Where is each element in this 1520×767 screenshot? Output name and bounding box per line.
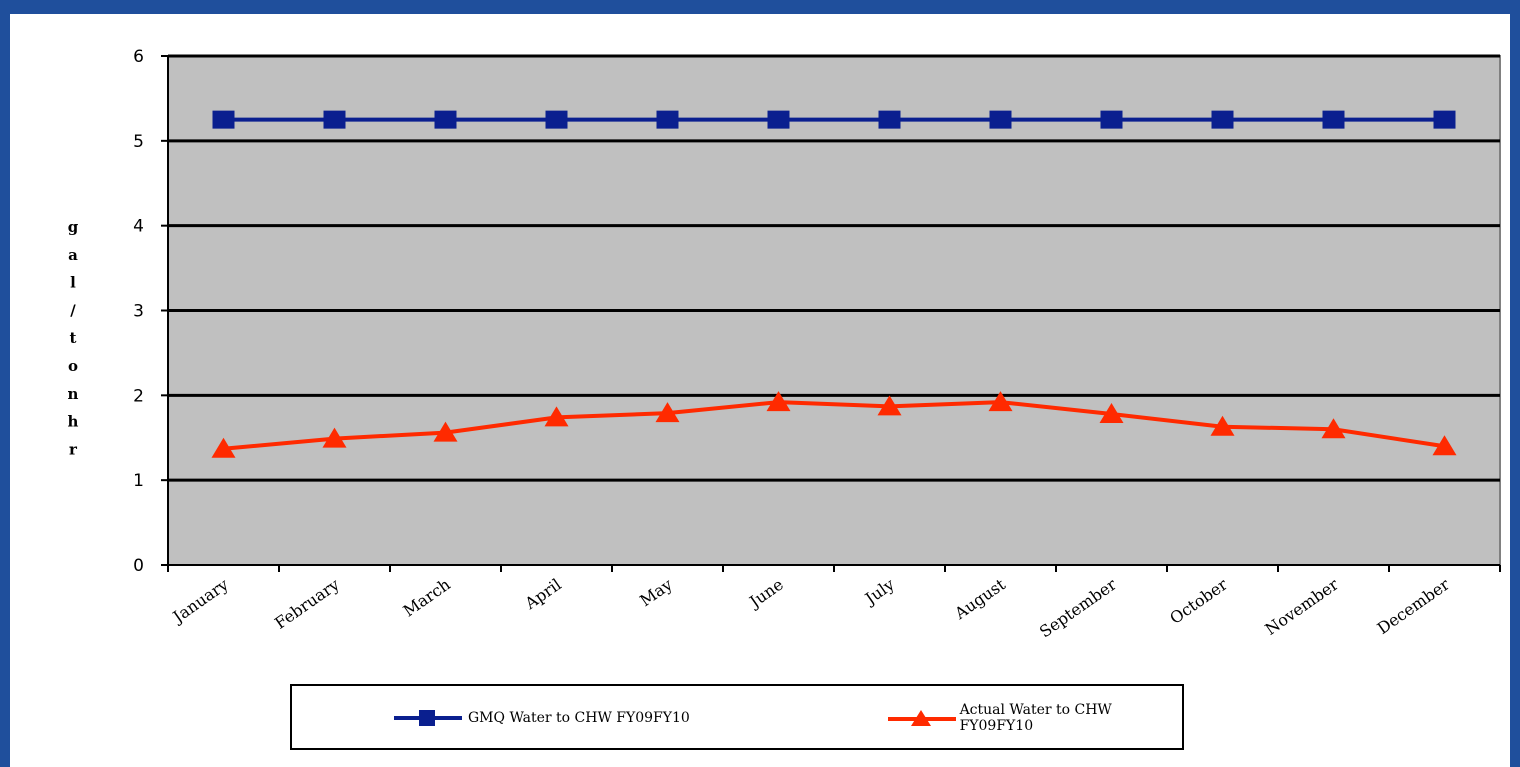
data-point (1099, 402, 1124, 423)
data-point (989, 110, 1012, 129)
legend: GMQ Water to CHW FY09FY10 Actual Water t… (290, 684, 1184, 750)
data-point (988, 391, 1013, 412)
y-tick-label: 4 (133, 217, 144, 237)
x-tick-label: May (636, 575, 676, 611)
y-tick-label: 1 (133, 471, 144, 491)
y-axis-label-char: l (70, 274, 76, 292)
x-tick-label: December (1374, 575, 1453, 639)
y-tick-label: 2 (133, 386, 144, 406)
data-point (655, 402, 680, 423)
data-point (544, 406, 569, 427)
y-axis-label-char: a (68, 246, 78, 264)
y-axis-label-char: r (69, 440, 78, 458)
data-point (323, 110, 346, 129)
data-point (212, 110, 235, 129)
data-point (1433, 110, 1456, 129)
data-point (211, 437, 236, 458)
data-point (434, 110, 457, 129)
data-point (767, 110, 790, 129)
data-point (1210, 415, 1235, 436)
y-axis-label-char: g (68, 218, 79, 236)
data-point (1322, 110, 1345, 129)
y-tick-label: 5 (133, 132, 144, 152)
x-tick-label: January (168, 575, 232, 628)
x-tick-label: June (744, 575, 786, 613)
data-point (1100, 110, 1123, 129)
data-point (1321, 418, 1346, 439)
data-point (656, 110, 679, 129)
data-point (322, 427, 347, 448)
x-tick-label: April (521, 575, 565, 614)
x-tick-label: October (1166, 575, 1231, 628)
y-axis-label-char: n (68, 385, 79, 403)
y-axis-label-char: h (68, 413, 79, 431)
legend-swatch-actual (888, 710, 956, 726)
x-tick-label: November (1262, 575, 1343, 639)
data-point (1432, 435, 1457, 456)
legend-label-gmq: GMQ Water to CHW FY09FY10 (468, 710, 690, 726)
y-tick-label: 3 (133, 302, 144, 322)
x-tick-label: July (860, 575, 898, 609)
legend-swatch-gmq (394, 710, 462, 726)
legend-item-actual: Actual Water to CHW FY09FY10 (886, 702, 1182, 734)
data-point (545, 110, 568, 129)
y-tick-label: 6 (133, 47, 144, 67)
data-point (433, 421, 458, 442)
x-tick-label: September (1036, 575, 1120, 642)
data-point (877, 395, 902, 416)
chart-frame: 0 1 2 3 4 5 6 January February March April May June… (10, 14, 1510, 767)
legend-item-gmq: GMQ Water to CHW FY09FY10 (392, 706, 690, 730)
series-0 (212, 110, 1456, 129)
data-point (878, 110, 901, 129)
data-point (766, 391, 791, 412)
y-axis-label-char: o (68, 357, 78, 375)
x-tick-label: March (400, 575, 454, 621)
series-line (223, 400, 1445, 451)
data-point (1211, 110, 1234, 129)
x-tick-label: February (271, 575, 343, 633)
legend-label-actual: Actual Water to CHW FY09FY10 (959, 702, 1112, 734)
line-chart: 0 1 2 3 4 5 6 January February March April May June… (68, 47, 1501, 642)
y-axis-label-char: / (70, 301, 76, 319)
x-tick-label: August (950, 574, 1009, 623)
series-1 (211, 391, 1457, 458)
y-axis-label-char: t (70, 329, 77, 347)
y-tick-label: 0 (133, 556, 144, 576)
